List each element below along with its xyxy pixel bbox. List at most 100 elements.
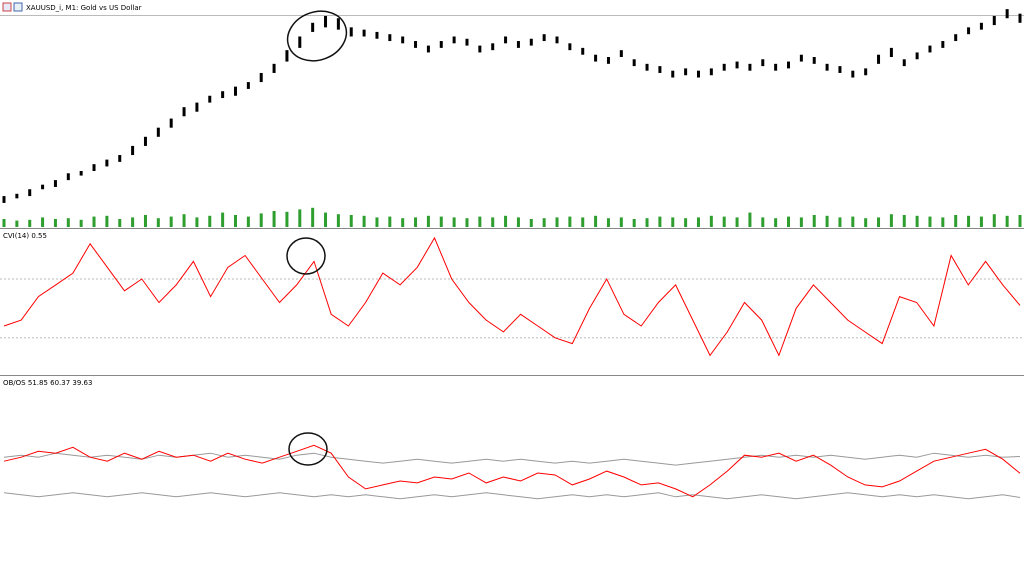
candle: [594, 54, 598, 62]
indicator-label: OB/OS 51.85 60.37 39.63: [3, 379, 92, 387]
volume-bar: [838, 217, 842, 227]
candle: [324, 15, 328, 28]
candle: [748, 63, 752, 71]
volume-bar: [992, 214, 996, 227]
volume-bar: [53, 219, 57, 227]
candle: [671, 70, 675, 78]
volume-bar: [851, 216, 855, 227]
candle: [529, 38, 533, 46]
volume-bar: [825, 215, 829, 227]
indicator-value: 0.55: [31, 232, 47, 240]
volume-bar: [516, 217, 520, 227]
volume-bar: [79, 219, 83, 227]
volume-bar: [774, 218, 778, 227]
volume-bar: [696, 217, 700, 227]
candle: [928, 45, 932, 53]
chart-title: XAUUSD_i, M1: Gold vs US Dollar: [26, 4, 142, 12]
volume-bar: [105, 215, 109, 227]
volume-bar: [324, 212, 328, 227]
window-icon[interactable]: [13, 2, 23, 12]
candle: [504, 36, 508, 44]
candle: [812, 57, 816, 64]
candle: [439, 41, 443, 48]
candle: [761, 59, 765, 67]
volume-bar: [195, 217, 199, 227]
candle: [658, 66, 662, 73]
window-icon[interactable]: [2, 2, 12, 12]
indicator-line: [3, 492, 1021, 500]
volume-bar: [606, 218, 610, 227]
candle: [388, 34, 392, 42]
candle: [967, 27, 971, 35]
candle: [478, 45, 482, 53]
candle: [92, 164, 96, 171]
indicator-line: [3, 452, 1021, 466]
candle: [259, 72, 263, 83]
volume-bar: [761, 217, 765, 227]
volume-bar: [864, 218, 868, 227]
volume-bar: [915, 215, 919, 227]
indicator-value: 60.37: [50, 379, 70, 387]
candle: [79, 171, 83, 176]
candle: [516, 41, 520, 48]
candle: [349, 27, 353, 37]
indicator-value: 39.63: [72, 379, 92, 387]
candle: [774, 63, 778, 71]
candle: [246, 82, 250, 89]
volume-bar: [722, 216, 726, 227]
candle: [941, 41, 945, 48]
volume-bar: [221, 212, 225, 227]
volume-bar: [465, 218, 469, 227]
indicator-value: 51.85: [28, 379, 48, 387]
volume-bar: [28, 219, 32, 227]
volume-bar: [979, 216, 983, 227]
candle: [105, 159, 109, 167]
candle: [208, 95, 212, 103]
volume-bar: [349, 215, 353, 227]
volume-bar: [581, 217, 585, 227]
candle: [1005, 9, 1009, 19]
plot-area: [0, 9, 1024, 500]
candle: [542, 34, 546, 42]
candle: [362, 29, 366, 37]
volume-bar: [66, 218, 70, 227]
candle: [992, 15, 996, 26]
candle: [684, 68, 688, 76]
volume-bar: [285, 211, 289, 227]
volume-bar: [92, 216, 96, 227]
candle: [491, 43, 495, 51]
candle: [838, 66, 842, 73]
volume-bar: [671, 217, 675, 227]
candle: [41, 184, 45, 190]
candle: [156, 127, 160, 137]
volume-bar: [658, 216, 662, 227]
volume-bar: [812, 215, 816, 227]
volume-bar: [2, 219, 6, 227]
candle: [864, 68, 868, 76]
volume-bar: [1005, 215, 1009, 227]
volume-bar: [336, 214, 340, 227]
volume-bar: [143, 215, 147, 227]
volume-bar: [799, 217, 803, 227]
indicator-name: CVI(14): [3, 232, 29, 240]
candle: [825, 63, 829, 71]
candle: [696, 70, 700, 78]
candle: [53, 180, 57, 187]
volume-bar: [889, 214, 893, 227]
volume-bar: [208, 215, 212, 227]
candle: [954, 34, 958, 42]
volume-bar: [1018, 215, 1022, 227]
volume-bar: [182, 214, 186, 227]
candle: [118, 155, 122, 162]
candle: [606, 57, 610, 64]
candle: [2, 196, 6, 203]
volume-bar: [877, 217, 881, 227]
candle: [581, 47, 585, 55]
volume-bar: [594, 215, 598, 227]
hand-drawn-circle: [288, 432, 328, 466]
volume-bar: [272, 211, 276, 227]
volume-bar: [388, 216, 392, 227]
candle: [799, 54, 803, 62]
candle: [285, 50, 289, 62]
